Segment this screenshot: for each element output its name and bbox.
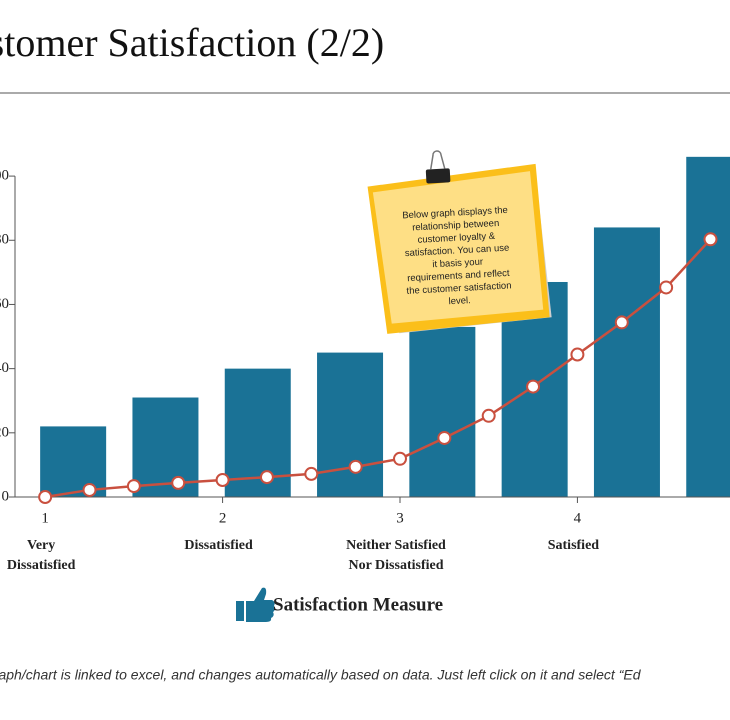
line-marker (259, 470, 274, 485)
line-marker (215, 472, 230, 487)
category-label: Dissatisfied (184, 538, 253, 553)
y-tick-label: 60 (0, 296, 9, 312)
line (44, 238, 712, 499)
category-label: Neither Satisfied (346, 538, 446, 553)
note-line: the customer satisfaction (406, 280, 512, 296)
y-tick-label: 100 (0, 168, 9, 184)
line-marker (38, 490, 53, 504)
bar (40, 426, 107, 497)
bar (686, 156, 730, 497)
x-tick-label: 2 (219, 510, 227, 526)
line-marker (82, 482, 97, 497)
x-tick-label: 3 (396, 510, 404, 526)
plot: 0 20 40 60 80 100 1 Very Dissatisfied 2 Dissatisfi… (0, 156, 730, 573)
category-label: Nor Dissatisfied (348, 558, 443, 573)
line-marker (614, 315, 629, 330)
note-face (372, 171, 544, 324)
note-line: relationship between (412, 218, 500, 234)
binder-clip (425, 168, 451, 184)
line-marker (393, 451, 407, 466)
bar (409, 326, 476, 497)
note-line: level. (448, 295, 471, 307)
category-label: Dissatisfied (7, 558, 76, 573)
y-tick-label: 0 (2, 488, 10, 504)
line-marker (171, 475, 186, 490)
line-marker (481, 408, 496, 423)
x-tick-label: 4 (574, 510, 582, 526)
y-tick-label: 40 (0, 360, 9, 376)
y-tick-label: 80 (0, 232, 9, 248)
note-line: requirements and reflect (407, 268, 510, 284)
x-tick-label: 1 (41, 510, 49, 526)
line-marker (659, 280, 674, 295)
note-line: customer loyalty & (417, 231, 496, 246)
line-marker (570, 347, 585, 362)
line-marker (703, 232, 718, 247)
note-line: it basis your (432, 257, 483, 271)
slide-title: Customer Satisfaction (2/2) (0, 20, 384, 65)
line-marker (348, 459, 363, 474)
line-marker (126, 479, 141, 494)
line-marker (437, 430, 452, 445)
x-axis-title: Satisfaction Measure (273, 594, 443, 615)
note-line: satisfaction. You can use (405, 243, 510, 259)
category-label: Satisfied (548, 538, 600, 553)
line-marker (526, 379, 541, 394)
y-tick-label: 20 (0, 424, 9, 440)
footer-note: graph/chart is linked to excel, and chan… (0, 667, 642, 683)
clip-wire (429, 150, 446, 170)
thumb-icon (236, 587, 275, 622)
bar (317, 352, 384, 497)
line-marker (304, 466, 319, 481)
bar (132, 397, 199, 497)
bar (593, 227, 660, 497)
category-label: Very (27, 538, 55, 553)
